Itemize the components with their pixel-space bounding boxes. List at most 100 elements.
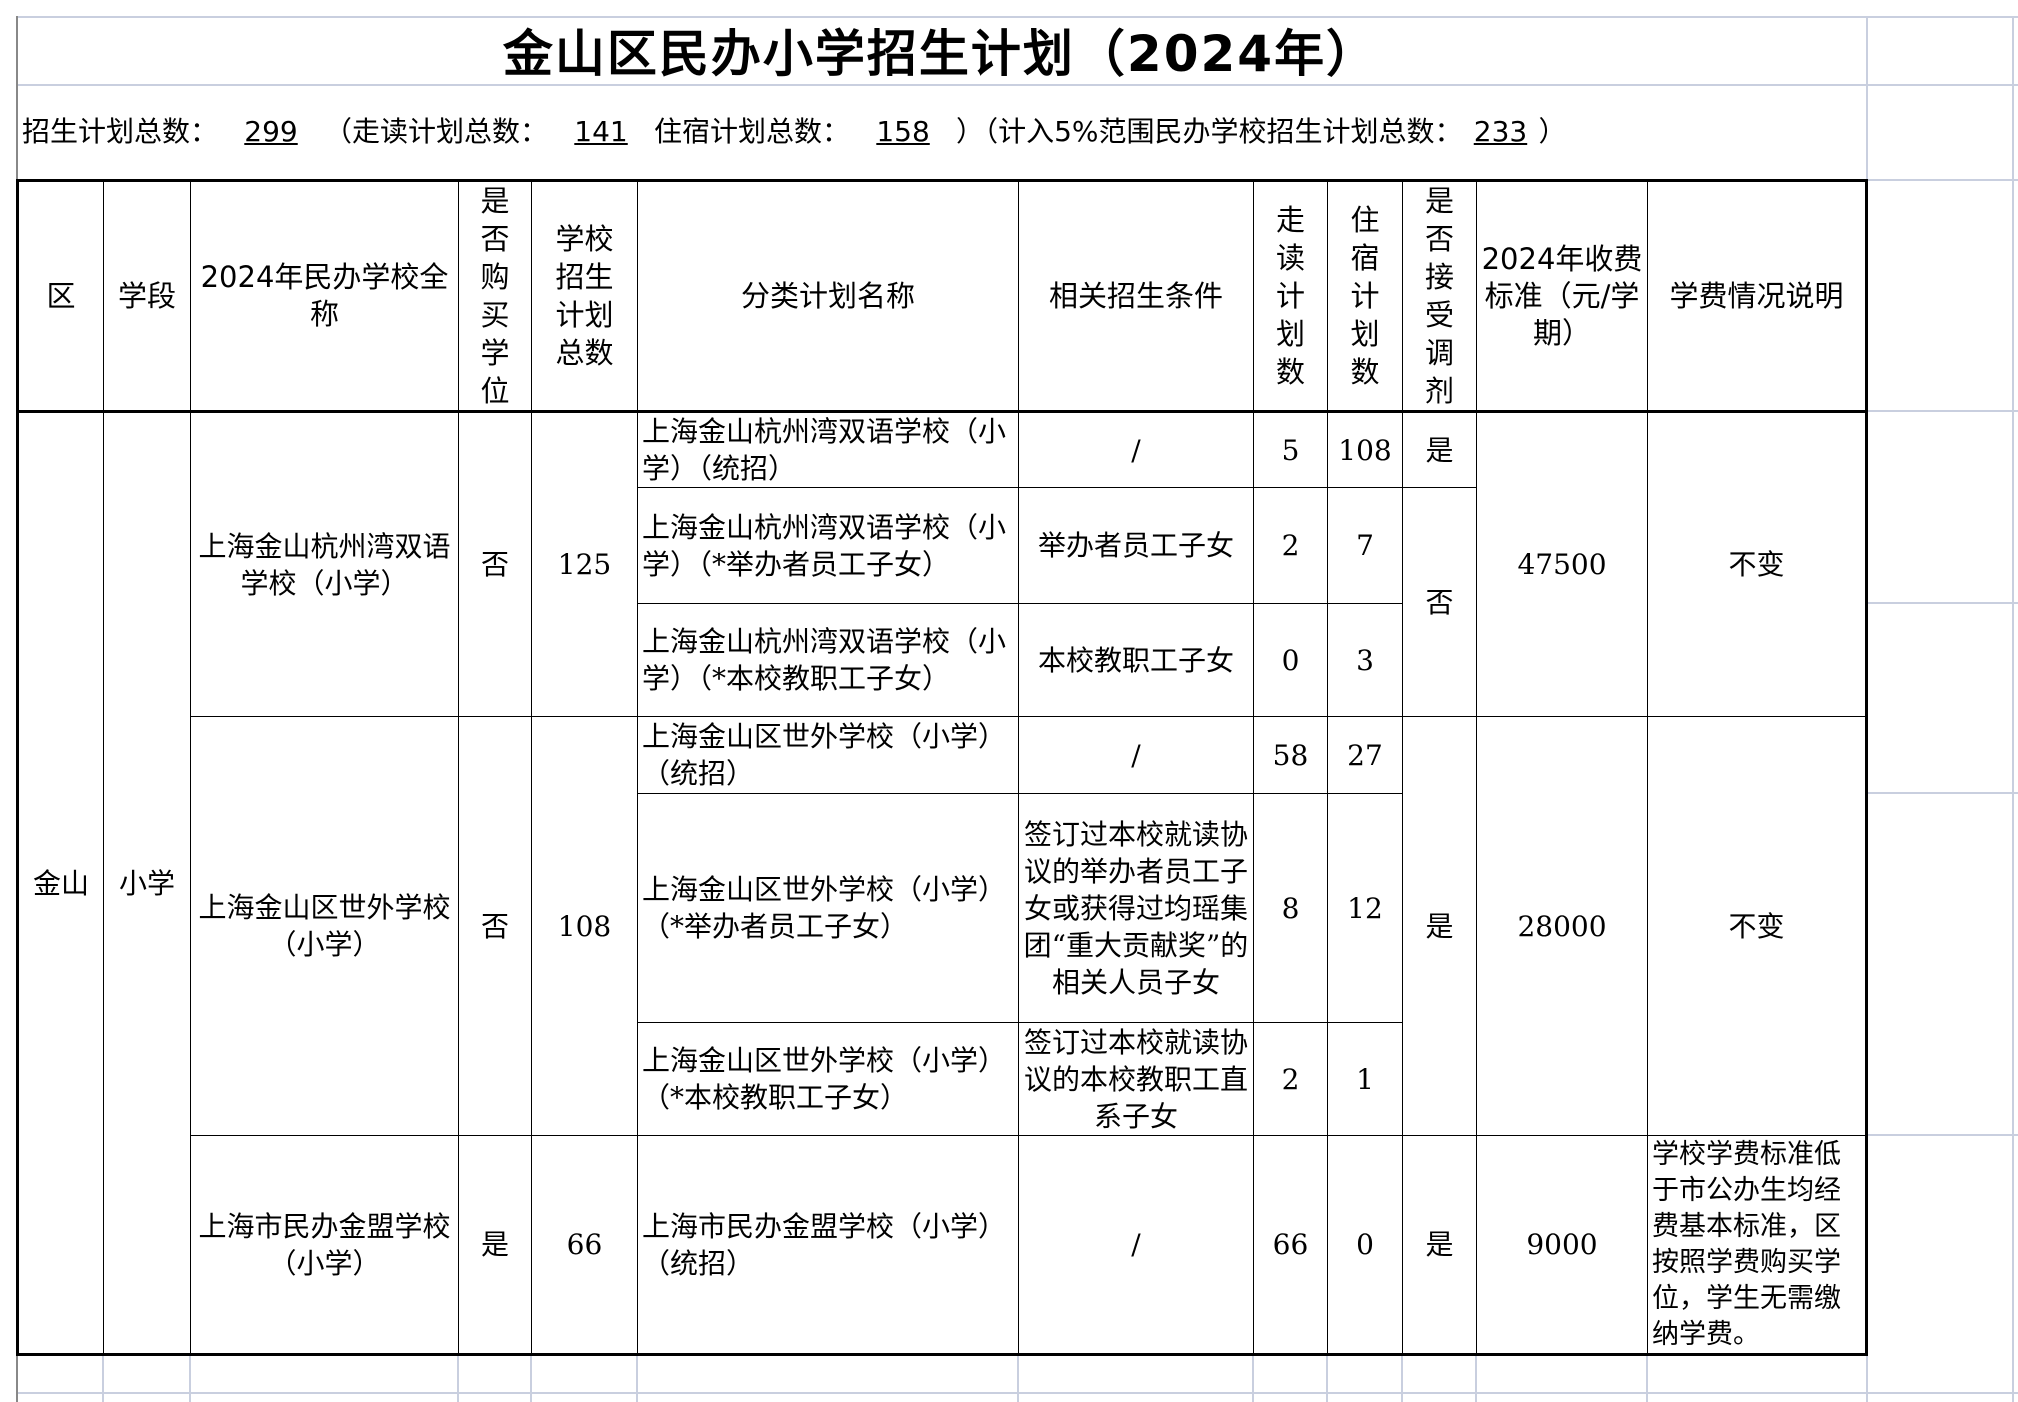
stage-cell: 小学	[103, 411, 191, 1355]
district-cell: 金山	[17, 411, 104, 1355]
header-district: 区	[17, 180, 104, 412]
header-buy-seat: 是否购买学位	[458, 180, 532, 412]
header-day-plan: 走读计划数	[1253, 180, 1328, 412]
plan-name-cell: 上海金山杭州湾双语学校（小学）（统招）	[637, 411, 1019, 488]
gridline	[1865, 410, 2018, 412]
day-plan-cell: 0	[1253, 603, 1328, 717]
header-school-total-text: 学校招生计划总数	[555, 222, 614, 370]
header-boarding-plan: 住宿计划数	[1327, 180, 1403, 412]
school-total-cell: 125	[531, 411, 638, 717]
conditions-cell: /	[1018, 411, 1254, 488]
boarding-plan-cell: 7	[1327, 487, 1403, 604]
school-total-cell: 108	[531, 716, 638, 1136]
enrollment-summary: 招生计划总数： 299 （走读计划总数： 141 住宿计划总数： 158 ）（计入5%范围民…	[22, 110, 1567, 150]
table-row: 上海金山杭州湾双语学校（小学）（*本校教职工子女） 本校教职工子女 0 3	[18, 603, 1867, 717]
header-adjust: 是否接受调剂	[1402, 180, 1477, 412]
boarding-plan-cell: 27	[1327, 716, 1403, 794]
day-plan-cell: 58	[1253, 716, 1328, 794]
fee-note-cell: 不变	[1647, 411, 1867, 717]
header-stage: 学段	[103, 180, 191, 412]
table-row: 上海金山区世外学校（小学）（*举办者员工子女） 签订过本校就读协议的举办者员工子…	[18, 793, 1867, 1023]
table-row: 上海市民办金盟学校（小学） 是 66 上海市民办金盟学校（小学）（统招） / 6…	[18, 1135, 1867, 1355]
boarding-plan-cell: 1	[1327, 1022, 1403, 1136]
day-plan-cell: 8	[1253, 793, 1328, 1023]
boarding-plan-cell: 12	[1327, 793, 1403, 1023]
day-plan-cell: 2	[1253, 1022, 1328, 1136]
conditions-cell: /	[1018, 1135, 1254, 1355]
school-name-cell: 上海市民办金盟学校（小学）	[190, 1135, 459, 1355]
table-row: 金山 小学 上海金山杭州湾双语学校（小学） 否 125 上海金山杭州湾双语学校（…	[17, 411, 1867, 1355]
plan-name-cell: 上海金山区世外学校（小学）（统招）	[637, 716, 1019, 794]
conditions-cell: /	[1018, 716, 1254, 794]
header-adjust-text: 是否接受调剂	[1425, 184, 1455, 408]
header-conditions: 相关招生条件	[1018, 180, 1254, 412]
buy-seat-cell: 否	[458, 716, 532, 1136]
conditions-cell: 签订过本校就读协议的举办者员工子女或获得过均瑶集团“重大贡献奖”的相关人员子女	[1018, 793, 1254, 1023]
header-buy-seat-text: 是否购买学位	[480, 184, 510, 408]
page-title: 金山区民办小学招生计划（2024年）	[502, 25, 1379, 83]
fee-note-cell: 不变	[1647, 716, 1867, 1136]
boarding-plan-cell: 108	[1327, 411, 1403, 488]
day-plan-cell: 66	[1253, 1135, 1328, 1355]
gridline	[1326, 1353, 1328, 1402]
header-fee-note: 学费情况说明	[1647, 180, 1867, 412]
gridline	[189, 1353, 191, 1402]
gridline	[2012, 16, 2014, 1402]
fee-note-cell: 学校学费标准低于市公办生均经费基本标准，区按照学费购买学位，学生无需缴纳学费。	[1647, 1135, 1867, 1355]
adjust-cell: 否	[1402, 487, 1477, 717]
plan-name-cell: 上海金山区世外学校（小学）（*本校教职工子女）	[637, 1022, 1019, 1136]
header-school-total: 学校招生计划总数	[531, 180, 638, 412]
boarding-label: 住宿计划总数：	[654, 115, 851, 148]
gridline	[1865, 179, 2018, 181]
buy-seat-cell: 是	[458, 1135, 532, 1355]
table-row: 上海金山区世外学校（小学） 否 108 上海金山区世外学校（小学）（统招） / …	[18, 716, 1867, 1136]
day-plan-cell: 5	[1253, 411, 1328, 488]
school-name-cell: 上海金山杭州湾双语学校（小学）	[190, 411, 459, 717]
conditions-cell: 签订过本校就读协议的本校教职工直系子女	[1018, 1022, 1254, 1136]
gridline	[16, 16, 2018, 18]
conditions-cell: 本校教职工子女	[1018, 603, 1254, 717]
total-label: 招生计划总数：	[22, 115, 219, 148]
gridline	[1646, 1353, 1648, 1402]
day-plan-cell: 2	[1253, 487, 1328, 604]
adjust-cell: 是	[1402, 411, 1477, 488]
day-label: （走读计划总数：	[324, 115, 549, 148]
header-day-plan-text: 走读计划数	[1276, 203, 1306, 389]
fee-cell: 28000	[1476, 716, 1648, 1136]
school-total-cell: 66	[531, 1135, 638, 1355]
adjust-cell: 是	[1402, 1135, 1477, 1355]
plan-name-cell: 上海市民办金盟学校（小学）（统招）	[637, 1135, 1019, 1355]
gridline	[1252, 1353, 1254, 1402]
header-plan-name: 分类计划名称	[637, 180, 1019, 412]
pct-value: 233	[1473, 115, 1528, 148]
fee-cell: 9000	[1476, 1135, 1648, 1355]
gridline	[1475, 1353, 1477, 1402]
table-row: 上海金山杭州湾双语学校（小学）（*举办者员工子女） 举办者员工子女 2 7 否	[18, 487, 1867, 717]
gridline	[16, 84, 2018, 86]
gridline	[1401, 1353, 1403, 1402]
header-school-name: 2024年民办学校全称	[190, 180, 459, 412]
gridline	[636, 1353, 638, 1402]
adjust-cell: 是	[1402, 716, 1477, 1136]
gridline	[1865, 792, 2018, 794]
gridline	[1865, 1134, 2018, 1136]
pct-label: （计入5%范围民办学校招生计划总数：	[984, 115, 1463, 148]
plan-name-cell: 上海金山区世外学校（小学）（*举办者员工子女）	[637, 793, 1019, 1023]
plan-name-cell: 上海金山杭州湾双语学校（小学）（*本校教职工子女）	[637, 603, 1019, 717]
gridline	[457, 1353, 459, 1402]
gridline	[1017, 1353, 1019, 1402]
header-row: 区 学段 2024年民办学校全称 是否购买学位 学校招生计划总数 分类计划名称 …	[17, 180, 1867, 412]
boarding-value: 158	[876, 115, 930, 148]
boarding-plan-cell: 3	[1327, 603, 1403, 717]
plan-name-cell: 上海金山杭州湾双语学校（小学）（*举办者员工子女）	[637, 487, 1019, 604]
gridline	[530, 1353, 532, 1402]
total-value: 299	[244, 115, 298, 148]
header-fee: 2024年收费标准（元/学期）	[1476, 180, 1648, 412]
close-paren: ）	[956, 115, 985, 148]
school-name-cell: 上海金山区世外学校（小学）	[190, 716, 459, 1136]
enrollment-table: 区 学段 2024年民办学校全称 是否购买学位 学校招生计划总数 分类计划名称 …	[16, 179, 1868, 1356]
gridline	[1865, 602, 2018, 604]
day-value: 141	[574, 115, 628, 148]
fee-cell: 47500	[1476, 411, 1648, 717]
conditions-cell: 举办者员工子女	[1018, 487, 1254, 604]
